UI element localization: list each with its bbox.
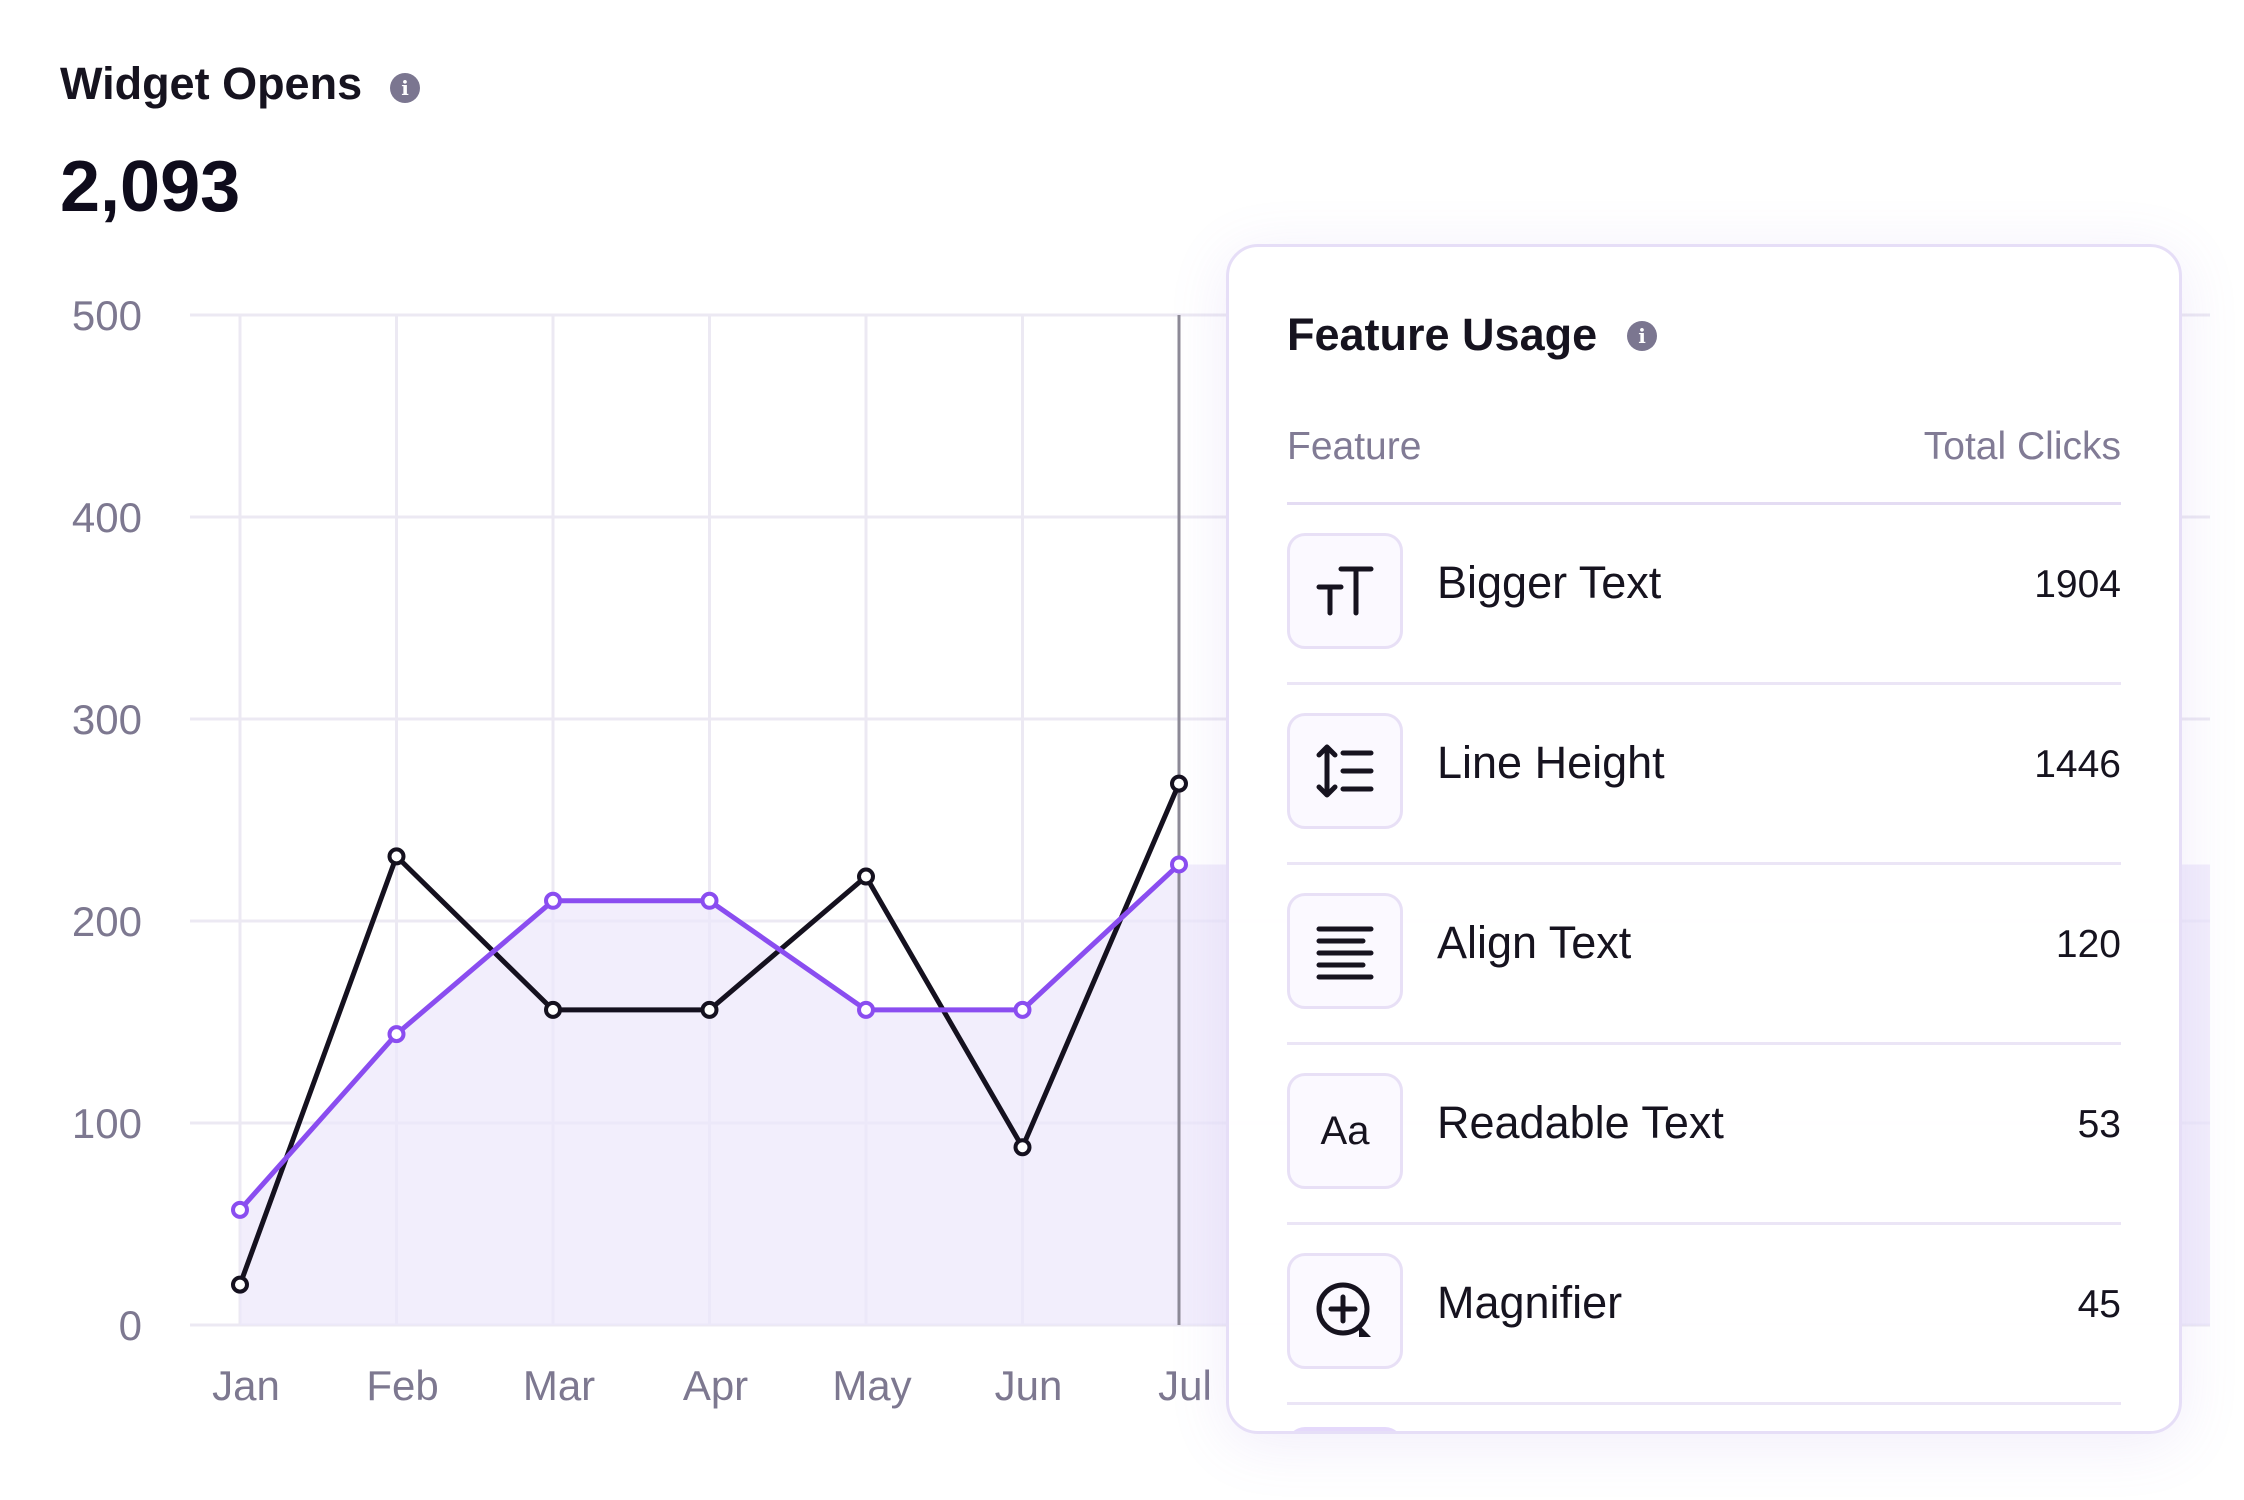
y-tick-label: 400 bbox=[72, 494, 142, 541]
feature-label: Line Height bbox=[1437, 737, 1665, 788]
data-point bbox=[1170, 774, 1188, 793]
x-tick-label: Jun bbox=[995, 1362, 1063, 1409]
row-divider bbox=[1287, 1402, 2121, 1405]
readable-font-icon: Aa bbox=[1287, 1073, 1403, 1189]
y-tick-label: 0 bbox=[119, 1302, 142, 1349]
data-point bbox=[231, 1275, 249, 1294]
data-point bbox=[1170, 855, 1188, 874]
x-tick-label: May bbox=[832, 1362, 911, 1409]
feature-usage-panel: Feature Usage i Feature Total Clicks Big… bbox=[1226, 244, 2182, 1434]
feature-icon-partial bbox=[1287, 1427, 1403, 1431]
widget-opens-title: Widget Opens i bbox=[60, 58, 420, 110]
column-header-feature[interactable]: Feature bbox=[1287, 425, 1422, 468]
feature-label: Bigger Text bbox=[1437, 557, 1662, 608]
header-divider bbox=[1287, 502, 2121, 505]
x-tick-label: Mar bbox=[523, 1362, 595, 1409]
x-tick-label: Jan bbox=[212, 1362, 280, 1409]
info-icon[interactable]: i bbox=[390, 73, 420, 103]
widget-opens-total: 2,093 bbox=[60, 147, 241, 227]
feature-row-magnifier[interactable]: Magnifier 45 bbox=[1287, 1225, 2121, 1405]
feature-row-align-text[interactable]: Align Text 120 bbox=[1287, 865, 2121, 1045]
feature-label: Align Text bbox=[1437, 917, 1632, 968]
row-divider bbox=[1287, 682, 2121, 685]
magnifier-icon bbox=[1287, 1253, 1403, 1369]
feature-row-bigger-text[interactable]: Bigger Text 1904 bbox=[1287, 505, 2121, 685]
feature-row-readable-text[interactable]: Aa Readable Text 53 bbox=[1287, 1045, 2121, 1225]
feature-row-line-height[interactable]: Line Height 1446 bbox=[1287, 685, 2121, 865]
text-size-icon bbox=[1287, 533, 1403, 649]
data-point bbox=[387, 847, 406, 866]
data-point bbox=[700, 891, 719, 910]
y-tick-label: 500 bbox=[72, 292, 142, 339]
y-tick-label: 200 bbox=[72, 898, 142, 945]
data-point bbox=[857, 867, 875, 886]
row-divider bbox=[1287, 862, 2121, 865]
data-point bbox=[544, 1000, 562, 1019]
row-divider bbox=[1287, 1042, 2121, 1045]
feature-clicks: 1446 bbox=[2034, 743, 2121, 786]
data-point bbox=[857, 1000, 875, 1019]
row-divider bbox=[1287, 1222, 2121, 1225]
feature-clicks: 120 bbox=[2055, 923, 2121, 966]
readable-font-glyph: Aa bbox=[1320, 1108, 1370, 1153]
align-text-icon bbox=[1287, 893, 1403, 1009]
x-tick-label: Feb bbox=[366, 1362, 438, 1409]
x-tick-label: Jul bbox=[1158, 1362, 1212, 1409]
y-tick-label: 100 bbox=[72, 1100, 142, 1147]
data-point bbox=[1013, 1138, 1032, 1157]
widget-opens-title-text: Widget Opens bbox=[60, 58, 363, 109]
data-point bbox=[231, 1200, 249, 1219]
feature-clicks: 53 bbox=[2077, 1103, 2121, 1146]
feature-usage-title: Feature Usage bbox=[1287, 309, 1598, 360]
feature-clicks: 45 bbox=[2077, 1283, 2121, 1326]
feature-label: Magnifier bbox=[1437, 1277, 1623, 1328]
data-point bbox=[544, 891, 562, 910]
feature-label: Readable Text bbox=[1437, 1097, 1724, 1148]
line-height-icon bbox=[1287, 713, 1403, 829]
feature-clicks: 1904 bbox=[2034, 563, 2121, 606]
column-header-total-clicks[interactable]: Total Clicks bbox=[1923, 425, 2121, 468]
info-icon[interactable]: i bbox=[1627, 321, 1657, 351]
x-tick-label: Apr bbox=[683, 1362, 748, 1409]
data-point bbox=[700, 1000, 719, 1019]
y-tick-label: 300 bbox=[72, 696, 142, 743]
data-point bbox=[1013, 1000, 1032, 1019]
data-point bbox=[387, 1025, 406, 1044]
